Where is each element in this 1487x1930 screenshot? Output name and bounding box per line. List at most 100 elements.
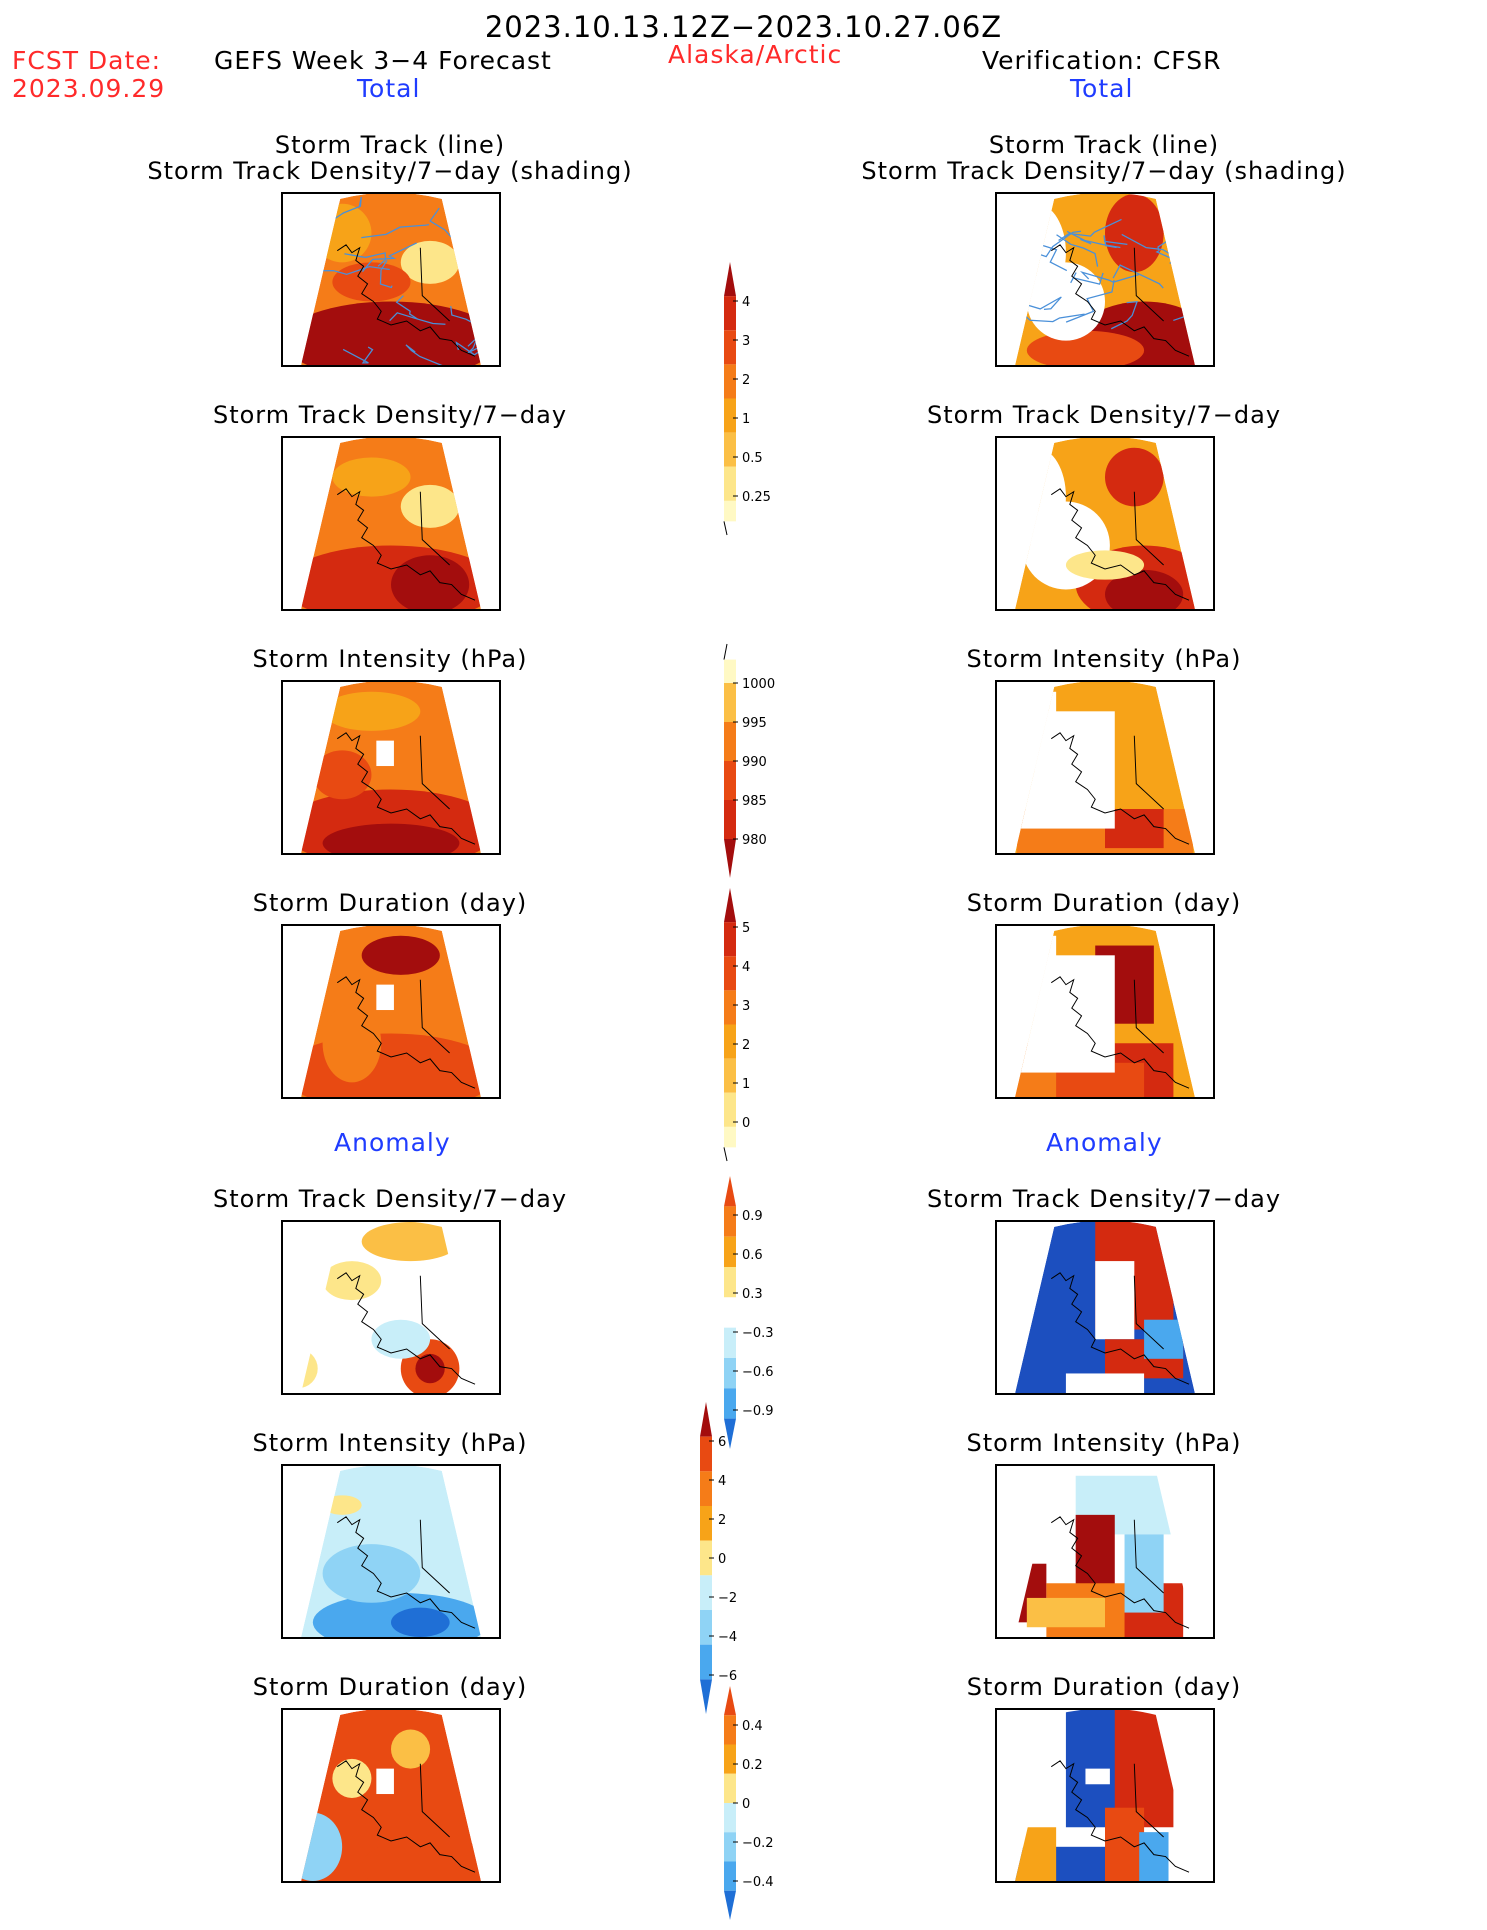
- coastline: [1050, 976, 1190, 1089]
- colorbar-segment: [700, 1540, 712, 1576]
- border-line: [1133, 1519, 1164, 1594]
- right-anom-duration-title: Storm Duration (day): [966, 1673, 1242, 1701]
- map-right-anom-intensity: [995, 1464, 1215, 1639]
- storm-track-line: [1110, 300, 1138, 330]
- colorbar-arrow: [724, 1890, 736, 1920]
- map-shade: [391, 555, 470, 609]
- storm-track-line: [1112, 264, 1164, 289]
- storm-track-line: [389, 312, 446, 325]
- storm-track-line: [395, 295, 419, 320]
- colorbar-segment: [700, 1575, 712, 1610]
- colorbar-tick-label: 0: [718, 1552, 726, 1567]
- map-svg: [1015, 438, 1195, 609]
- colorbar-arrow: [700, 1679, 712, 1714]
- colorbar-tail: [723, 643, 728, 660]
- coastline: [1050, 1760, 1190, 1873]
- coastline: [1050, 1516, 1190, 1629]
- map-shade: [301, 1812, 343, 1881]
- left-track-density-title: Storm Track Density/7−day: [212, 401, 568, 429]
- storm-track-line: [344, 252, 387, 267]
- storm-track-line: [1169, 254, 1189, 265]
- map-svg: [1015, 194, 1195, 365]
- colorbar-segment: [724, 922, 736, 957]
- coastline: [1050, 1272, 1190, 1385]
- colorbar-segment: [700, 1610, 712, 1645]
- storm-track-line: [301, 216, 304, 231]
- left-anom-track-density-title: Storm Track Density/7−day: [212, 1185, 568, 1213]
- colorbar-segment: [700, 1436, 712, 1472]
- storm-track-line: [320, 194, 335, 220]
- right-track-density-shading-title: Storm Track Density/7−day (shading): [861, 157, 1347, 185]
- storm-track-line: [1023, 296, 1062, 311]
- map-shade: [400, 240, 460, 284]
- map-shade: [1065, 1710, 1125, 1828]
- colorbar-segment: [724, 1024, 736, 1059]
- map-svg: [1015, 1710, 1195, 1881]
- colorbar-duration-anom: 0.4 0.2 0 −0.2 −0.4: [716, 1686, 806, 1930]
- colorbar-segment: [724, 1861, 736, 1891]
- colorbar-tick-label: 0.9: [742, 1209, 763, 1224]
- colorbar-segment: [724, 1236, 736, 1267]
- map-shade: [1124, 1534, 1164, 1613]
- right-track-density-title: Storm Track Density/7−day: [926, 401, 1282, 429]
- colorbar-segment: [700, 1506, 712, 1541]
- map-shade: [332, 457, 411, 497]
- storm-track-line: [450, 305, 481, 335]
- border-line: [419, 247, 450, 322]
- colorbar-tick-label: 3: [742, 999, 750, 1014]
- storm-track-line: [379, 260, 393, 289]
- colorbar-tick-label: 2: [718, 1513, 726, 1528]
- border-line: [419, 979, 450, 1054]
- map-shade: [1105, 194, 1164, 273]
- map-shade: [332, 262, 411, 302]
- map-shade: [361, 1837, 481, 1881]
- colorbar-arrow: [700, 1402, 712, 1437]
- map-shade: [1026, 1597, 1105, 1628]
- map-shade: [1105, 809, 1164, 849]
- left-duration-title: Storm Duration (day): [252, 889, 528, 917]
- right-anom-intensity-title: Storm Intensity (hPa): [966, 1429, 1242, 1457]
- map-shade: [1015, 935, 1057, 1014]
- colorbar-density: 4 3 2 1 0.5 0.25: [716, 262, 806, 545]
- verification-title: Verification: CFSR: [982, 46, 1222, 75]
- map-svg: [1015, 682, 1195, 853]
- storm-track-line: [1056, 234, 1099, 267]
- colorbar-tick-label: −0.4: [742, 1875, 774, 1890]
- colorbar-segment: [724, 1832, 736, 1862]
- map-right-intensity: [995, 680, 1215, 855]
- colorbar-segment: [724, 683, 736, 722]
- map-left-intensity: [281, 680, 501, 855]
- colorbar-intensity: 1000 995 990 985 980: [716, 643, 806, 888]
- colorbar-tail: [723, 521, 728, 536]
- colorbar-arrow: [724, 888, 736, 923]
- colorbar-svg: 0.4 0.2 0 −0.2 −0.4: [724, 1686, 774, 1920]
- map-shade: [400, 484, 460, 528]
- coastline: [336, 1760, 476, 1873]
- coastline: [336, 976, 476, 1089]
- coastline: [1050, 244, 1190, 357]
- colorbar-arrow: [724, 262, 736, 297]
- colorbar-tick-label: −2: [718, 1591, 737, 1606]
- colorbar-tick-label: 0.3: [742, 1287, 763, 1302]
- colorbar-segment: [724, 1058, 736, 1093]
- colorbar-tail: [723, 1147, 728, 1162]
- map-shade: [1105, 447, 1164, 507]
- map-left-anom-duration: [281, 1708, 501, 1883]
- storm-track-line: [467, 336, 479, 354]
- map-svg: [301, 1466, 481, 1637]
- map-svg: [1015, 926, 1195, 1097]
- storm-track-line: [361, 242, 417, 273]
- colorbar-tick-label: 4: [742, 295, 750, 310]
- map-shade: [1105, 569, 1184, 609]
- colorbar-svg: 5 4 3 2 1 0: [723, 888, 750, 1162]
- coastline: [336, 1516, 476, 1629]
- map-svg: [301, 194, 481, 365]
- colorbar-tick-label: 0.25: [742, 490, 771, 505]
- colorbar-segment: [724, 761, 736, 800]
- map-shade: [312, 750, 372, 800]
- map-svg: [1015, 1222, 1195, 1393]
- fcst-date-label: FCST Date:: [12, 46, 162, 75]
- colorbar-tick-label: 3: [742, 334, 750, 349]
- coastline: [336, 732, 476, 845]
- colorbar-arrow: [724, 1176, 736, 1207]
